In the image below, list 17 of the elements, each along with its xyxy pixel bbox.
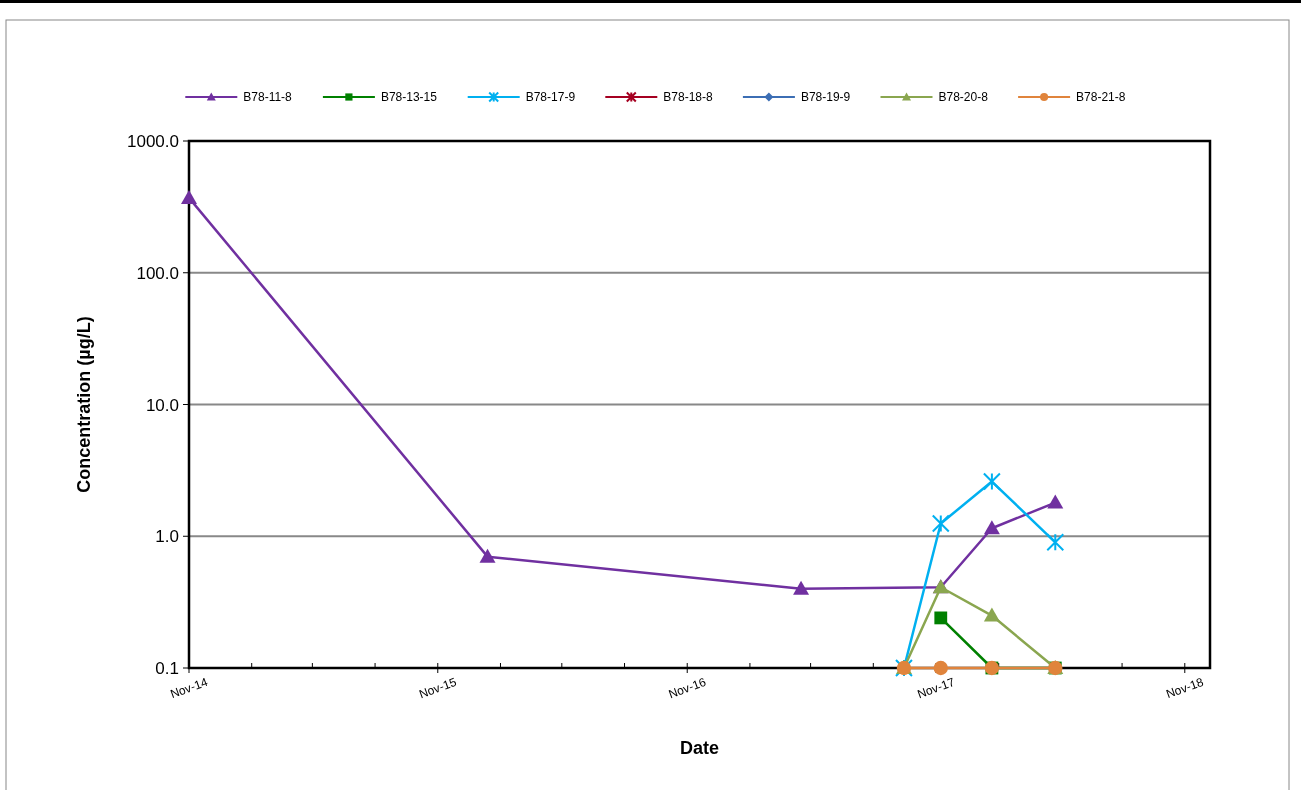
x-tick-label: Nov-18 [1164,674,1206,702]
legend-label: B78-17-9 [525,90,576,104]
legend-label: B78-20-8 [938,90,989,104]
legend-label: B78-19-9 [800,90,851,104]
legend-label: B78-18-8 [663,90,713,104]
x-tick-label: Nov-17 [915,674,957,702]
x-axis-title: Date [679,738,720,758]
legend-label: B78-13-15 [380,90,438,104]
y-tick-label: 1000.0 [127,132,179,151]
y-tick-label: 10.0 [145,395,179,415]
y-axis-title: Concentration (µg/L) [74,316,94,493]
legend-label: B78-11-8 [243,90,293,104]
x-tick-label: Nov-15 [417,674,459,702]
x-tick-label: Nov-16 [666,674,709,702]
y-tick-label: 1.0 [155,527,179,547]
legend-label: B78-21-8 [1076,90,1126,104]
y-tick-label: 100.0 [136,263,179,283]
